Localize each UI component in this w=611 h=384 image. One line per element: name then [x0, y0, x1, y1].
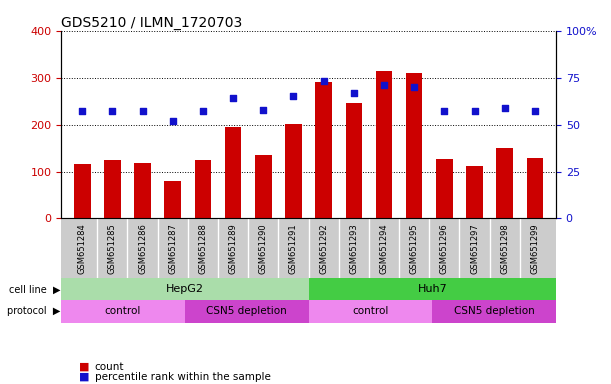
- Bar: [255, 155, 271, 218]
- Point: [319, 78, 329, 84]
- Text: GSM651296: GSM651296: [440, 223, 449, 274]
- Point: [349, 89, 359, 96]
- Text: GSM651297: GSM651297: [470, 223, 479, 274]
- Bar: [74, 164, 90, 218]
- Bar: [61, 278, 309, 300]
- Text: GSM651286: GSM651286: [138, 223, 147, 274]
- Bar: [164, 181, 181, 218]
- Bar: [134, 163, 151, 218]
- Text: GSM651292: GSM651292: [319, 223, 328, 274]
- Text: CSN5 depletion: CSN5 depletion: [207, 306, 287, 316]
- Bar: [309, 300, 433, 323]
- Point: [78, 108, 87, 114]
- Text: GSM651284: GSM651284: [78, 223, 87, 274]
- Bar: [225, 127, 241, 218]
- Bar: [104, 160, 121, 218]
- Point: [198, 108, 208, 114]
- Text: HepG2: HepG2: [166, 284, 204, 294]
- Bar: [376, 71, 392, 218]
- Bar: [315, 82, 332, 218]
- Text: GSM651289: GSM651289: [229, 223, 238, 274]
- Bar: [436, 159, 453, 218]
- Point: [288, 93, 298, 99]
- Text: GSM651299: GSM651299: [530, 223, 540, 274]
- Point: [500, 104, 510, 111]
- Point: [168, 118, 178, 124]
- Bar: [309, 278, 556, 300]
- Bar: [195, 160, 211, 218]
- Text: GSM651298: GSM651298: [500, 223, 509, 274]
- Text: control: control: [352, 306, 389, 316]
- Point: [409, 84, 419, 90]
- Text: GSM651291: GSM651291: [289, 223, 298, 274]
- Text: protocol  ▶: protocol ▶: [7, 306, 60, 316]
- Text: control: control: [104, 306, 141, 316]
- Bar: [185, 300, 309, 323]
- Text: CSN5 depletion: CSN5 depletion: [454, 306, 535, 316]
- Text: Huh7: Huh7: [417, 284, 447, 294]
- Point: [108, 108, 117, 114]
- Text: ■: ■: [79, 372, 90, 382]
- Point: [258, 106, 268, 113]
- Text: GSM651287: GSM651287: [168, 223, 177, 274]
- Point: [470, 108, 480, 114]
- Bar: [285, 124, 302, 218]
- Text: ■: ■: [79, 362, 90, 372]
- Text: GSM651294: GSM651294: [379, 223, 389, 274]
- Text: count: count: [95, 362, 124, 372]
- Bar: [527, 158, 543, 218]
- Text: GSM651288: GSM651288: [199, 223, 207, 274]
- Text: GDS5210 / ILMN_1720703: GDS5210 / ILMN_1720703: [61, 16, 243, 30]
- Point: [137, 108, 147, 114]
- Bar: [496, 148, 513, 218]
- Point: [229, 95, 238, 101]
- Bar: [346, 103, 362, 218]
- Text: GSM651290: GSM651290: [259, 223, 268, 274]
- Bar: [406, 73, 422, 218]
- Text: GSM651285: GSM651285: [108, 223, 117, 274]
- Point: [439, 108, 449, 114]
- Point: [530, 108, 540, 114]
- Bar: [61, 300, 185, 323]
- Bar: [466, 166, 483, 218]
- Text: GSM651293: GSM651293: [349, 223, 358, 274]
- Point: [379, 82, 389, 88]
- Text: GSM651295: GSM651295: [410, 223, 419, 274]
- Bar: [433, 300, 556, 323]
- Text: percentile rank within the sample: percentile rank within the sample: [95, 372, 271, 382]
- Text: cell line  ▶: cell line ▶: [9, 284, 60, 294]
